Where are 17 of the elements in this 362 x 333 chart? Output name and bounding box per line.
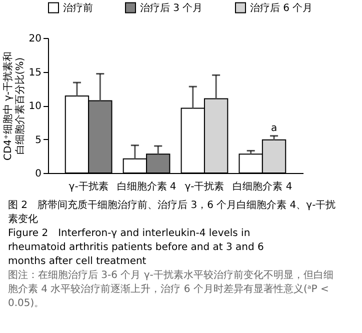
y-tick-label: 10: [28, 101, 42, 112]
x-tick-label: 白细胞介素 4: [116, 180, 176, 192]
legend-label: 治疗后 3 个月: [140, 2, 203, 14]
legend-label: 治疗前: [63, 2, 93, 14]
y-tick-label: 20: [28, 34, 42, 44]
text: Figure 2 Interferon-γ and interleukin-4 levels in rheumatoid arthritis patients before and at 3 and 6 months after cell treatment: [8, 228, 264, 267]
y-tick-label: 15: [28, 67, 42, 78]
legend-label: 治疗后 6 个月: [250, 2, 313, 14]
y-tick-label: 0: [35, 168, 42, 180]
x-tick-label: 白细胞介素 4: [232, 180, 292, 192]
text: 图注：在细胞治疗后 3-6 个月 γ-干扰素水平较治疗前变化不明显，但白细胞介素 4 水平较治疗前逐渐上升，治疗 6 个月时差异有显著性意义(ᵃP < 0.05)。: [8, 269, 334, 309]
x-tick-label: γ-干扰素: [68, 180, 108, 192]
y-axis-title: CD4⁺细胞中 γ-干扰素和白细胞介素百分比(%): [2, 51, 26, 161]
y-tick-label: 5: [35, 134, 42, 146]
text: 图 2 脐带间充质干细胞治疗前、治疗后 3，6 个月白细胞介素 4、γ-干扰素变化: [8, 199, 336, 225]
x-tick-label: γ-干扰素: [184, 180, 224, 192]
data-label: a: [270, 122, 278, 134]
